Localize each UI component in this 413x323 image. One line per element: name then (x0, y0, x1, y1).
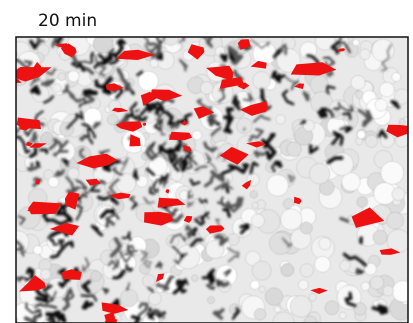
figure: 20 min (0, 0, 413, 323)
cell (281, 264, 294, 277)
cell (120, 289, 138, 307)
cell (379, 82, 394, 97)
cell (166, 235, 179, 248)
cell (287, 142, 302, 157)
cell (365, 135, 377, 147)
cell (373, 230, 387, 244)
cell (383, 286, 394, 297)
cell (299, 280, 309, 290)
dark-strand (2, 296, 13, 305)
cell (253, 72, 271, 90)
cell (200, 82, 213, 95)
dark-strand (7, 319, 16, 323)
cell (176, 245, 200, 269)
cell (149, 292, 162, 305)
cell (40, 269, 50, 279)
cell (281, 209, 302, 230)
cell (68, 71, 79, 82)
cell (116, 174, 136, 194)
cell (276, 115, 286, 125)
cell (372, 39, 394, 61)
cell (319, 238, 331, 250)
cell (250, 191, 258, 199)
cell (310, 76, 328, 94)
cell (251, 214, 264, 227)
cell (48, 177, 59, 188)
cell (309, 294, 317, 302)
cell (275, 306, 281, 312)
cell (325, 301, 339, 315)
cell (334, 111, 340, 117)
cell (91, 271, 102, 282)
dark-strand (224, 26, 229, 33)
cell (357, 197, 368, 208)
cell (375, 99, 387, 111)
cell (252, 202, 258, 208)
cell (252, 261, 271, 280)
cell (309, 164, 329, 184)
cell (330, 153, 353, 176)
cell (267, 175, 288, 196)
cell (380, 134, 394, 148)
cell (351, 75, 365, 89)
cell (208, 297, 215, 304)
dark-strand (33, 133, 36, 140)
cell (360, 49, 371, 60)
cell (392, 281, 413, 302)
cell (392, 73, 401, 82)
page: 20 min (() => { const data = JSON.parse(… (0, 0, 413, 323)
time-label: 20 min (38, 11, 97, 31)
dark-strand (361, 238, 362, 242)
cell (68, 168, 79, 179)
cell (353, 39, 359, 45)
cell (381, 161, 404, 184)
dark-strand (99, 197, 109, 199)
cell (53, 84, 62, 93)
cell (315, 256, 331, 272)
dark-strand (32, 87, 39, 93)
cell (143, 275, 156, 288)
cell (392, 188, 405, 201)
cell (250, 280, 259, 289)
cell (191, 275, 198, 282)
cell (265, 288, 283, 306)
cell (340, 260, 351, 271)
cell (300, 264, 313, 277)
dark-strand (85, 91, 96, 95)
cell (138, 71, 158, 91)
cell (192, 131, 201, 140)
cell (228, 234, 240, 246)
cell (237, 118, 253, 134)
cell (180, 191, 190, 201)
cell (259, 286, 265, 292)
cell (340, 312, 347, 319)
dark-strand (210, 270, 214, 282)
dark-strand (0, 87, 14, 106)
dark-strand (134, 170, 137, 179)
cell (58, 73, 66, 81)
cell (282, 37, 295, 50)
cell (387, 212, 404, 229)
dark-strand (92, 53, 93, 62)
cell (254, 308, 266, 320)
cell (150, 59, 158, 67)
dark-strand (276, 163, 280, 166)
cell (290, 296, 312, 318)
cell (361, 282, 370, 291)
dark-strand (334, 108, 340, 109)
cell (41, 132, 54, 145)
cell (300, 222, 312, 234)
dark-strand (138, 20, 144, 34)
cell (370, 276, 384, 290)
dark-strand (10, 71, 16, 74)
dark-strand (319, 109, 325, 116)
cell (33, 246, 42, 255)
cell (357, 130, 365, 138)
cell (399, 119, 406, 126)
micrograph (0, 20, 413, 323)
cell (171, 169, 183, 181)
